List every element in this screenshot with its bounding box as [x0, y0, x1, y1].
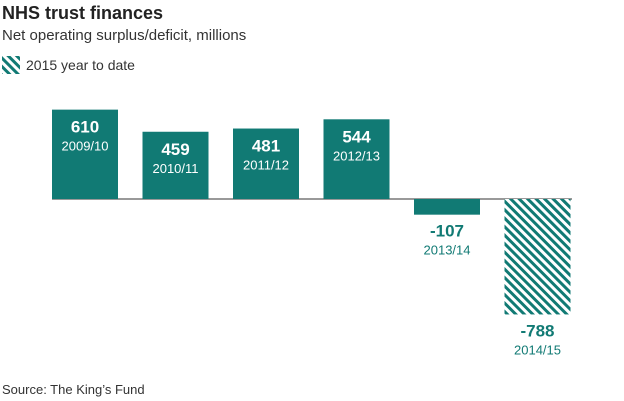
chart-subtitle: Net operating surplus/deficit, millions	[2, 27, 247, 44]
value-label: -788	[520, 321, 554, 340]
bar-2010-11	[142, 131, 209, 199]
category-label: 2012/13	[333, 148, 380, 163]
bar-2011-12	[233, 128, 299, 199]
category-label: 2009/10	[62, 139, 109, 154]
legend-swatch-hatched	[2, 56, 20, 74]
chart-title: NHS trust finances	[2, 3, 164, 23]
bar-2012-13	[323, 119, 390, 199]
source-note: Source: The King’s Fund	[2, 382, 145, 397]
legend-label: 2015 year to date	[26, 57, 135, 73]
bar-2009-10	[52, 109, 118, 199]
bar-2013-14	[414, 199, 480, 215]
value-label: 610	[71, 118, 99, 137]
category-label: 2013/14	[424, 243, 471, 258]
category-label: 2010/11	[152, 161, 198, 176]
value-label: -107	[430, 222, 464, 241]
value-label: 481	[252, 137, 280, 156]
legend: 2015 year to date	[2, 56, 135, 74]
category-label: 2014/15	[514, 342, 561, 357]
category-label: 2011/12	[243, 158, 289, 173]
bar-2014-15	[504, 199, 571, 315]
value-label: 544	[342, 127, 371, 146]
value-label: 459	[161, 140, 189, 159]
